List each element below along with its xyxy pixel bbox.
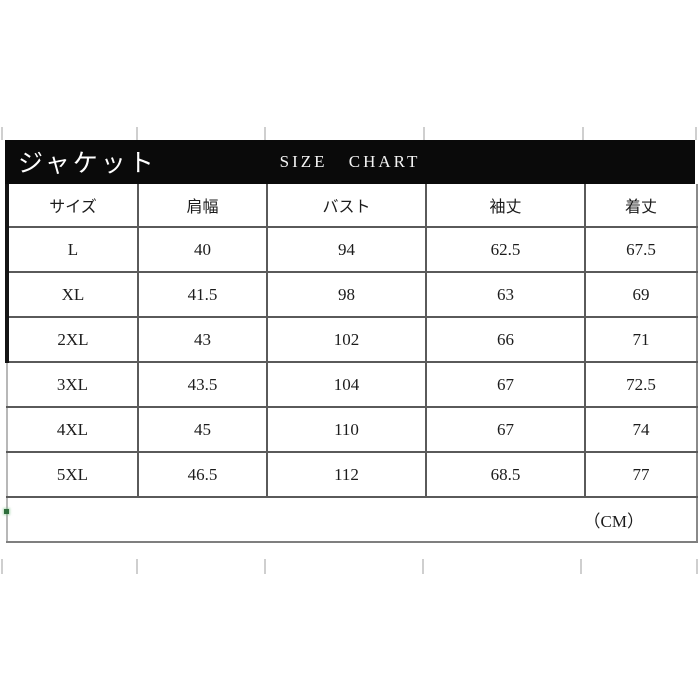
cell-length: 72.5 [584, 361, 698, 408]
table-header-row: サイズ 肩幅 バスト 袖丈 着丈 [5, 184, 698, 228]
cell-shoulder: 40 [137, 226, 268, 273]
cell-bust: 102 [266, 316, 427, 363]
gridline-artifact-top [695, 127, 697, 140]
cell-size: L [5, 226, 139, 273]
gridline-artifact-bottom [580, 559, 582, 574]
cell-bust: 112 [266, 451, 427, 498]
table-row-4xl: 4XL 45 110 67 74 [6, 406, 698, 453]
unit-note-row: （CM） [6, 496, 698, 543]
cell-bust: 110 [266, 406, 427, 453]
cell-shoulder: 43.5 [137, 361, 268, 408]
gridline-artifact-top [1, 127, 3, 140]
cell-length: 77 [584, 451, 698, 498]
header-sleeve: 袖丈 [425, 184, 586, 228]
cell-bust: 104 [266, 361, 427, 408]
gridline-artifact-top [136, 127, 138, 140]
gridline-artifact-bottom [264, 559, 266, 574]
table-row-5xl: 5XL 46.5 112 68.5 77 [6, 451, 698, 498]
cell-bust: 98 [266, 271, 427, 318]
cell-size: XL [5, 271, 139, 318]
cell-bust: 94 [266, 226, 427, 273]
cell-length: 74 [584, 406, 698, 453]
gridline-artifact-bottom [696, 559, 698, 574]
table-row-2xl: 2XL 43 102 66 71 [5, 316, 698, 363]
title-bar: ジャケット SIZE CHART [5, 140, 695, 184]
cell-sleeve: 63 [425, 271, 586, 318]
cell-shoulder: 45 [137, 406, 268, 453]
cell-shoulder: 46.5 [137, 451, 268, 498]
cell-length: 67.5 [584, 226, 698, 273]
unit-note: （CM） [6, 496, 698, 543]
header-size: サイズ [5, 184, 139, 228]
gridline-artifact-top [423, 127, 425, 140]
cell-sleeve: 62.5 [425, 226, 586, 273]
gridline-artifact-bottom [136, 559, 138, 574]
cell-shoulder: 43 [137, 316, 268, 363]
table-row-3xl: 3XL 43.5 104 67 72.5 [6, 361, 698, 408]
header-length: 着丈 [584, 184, 698, 228]
gridline-artifact-top [582, 127, 584, 140]
table-row-l: L 40 94 62.5 67.5 [5, 226, 698, 273]
gridline-artifact-bottom [1, 559, 3, 574]
gridline-artifact-bottom [422, 559, 424, 574]
size-chart-title: SIZE CHART [279, 152, 421, 171]
product-title: ジャケット [18, 150, 157, 178]
cell-size: 5XL [6, 451, 139, 498]
size-table: サイズ 肩幅 バスト 袖丈 着丈 L 40 94 62.5 67.5 XL 41… [5, 184, 698, 543]
cell-sleeve: 66 [425, 316, 586, 363]
table-row-xl: XL 41.5 98 63 69 [5, 271, 698, 318]
cell-length: 71 [584, 316, 698, 363]
cell-size: 2XL [5, 316, 139, 363]
cell-size: 4XL [6, 406, 139, 453]
cell-size: 3XL [6, 361, 139, 408]
cell-sleeve: 68.5 [425, 451, 586, 498]
cell-sleeve: 67 [425, 361, 586, 408]
header-shoulder: 肩幅 [137, 184, 268, 228]
gridline-artifact-top [264, 127, 266, 140]
cell-length: 69 [584, 271, 698, 318]
green-scan-speck [4, 509, 9, 514]
cell-sleeve: 67 [425, 406, 586, 453]
header-bust: バスト [266, 184, 427, 228]
cell-shoulder: 41.5 [137, 271, 268, 318]
